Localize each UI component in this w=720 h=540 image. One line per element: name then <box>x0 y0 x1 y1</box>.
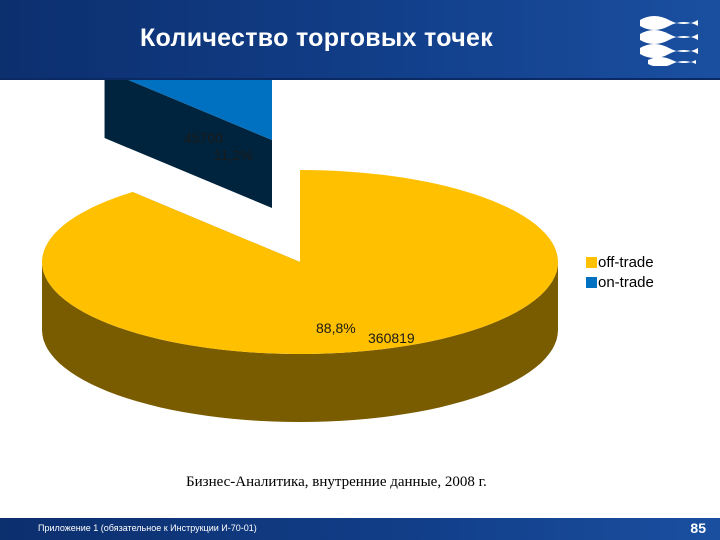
legend-swatch-off-trade <box>586 256 597 268</box>
legend-swatch-on-trade <box>586 276 597 288</box>
chart-legend: off-trade on-trade <box>586 252 654 292</box>
wave-logo-icon <box>640 16 698 66</box>
footer-note: Приложение 1 (обязательное к Инструкции … <box>38 523 257 533</box>
page-title: Количество торговых точек <box>140 24 494 52</box>
legend-item-off-trade: off-trade <box>586 252 654 272</box>
pie-slice-off-trade <box>42 170 558 354</box>
legend-label-off-trade: off-trade <box>598 253 654 271</box>
data-label-percent-off-trade: 88,8% <box>316 320 356 336</box>
legend-item-on-trade: on-trade <box>586 272 654 292</box>
footer-bar: Приложение 1 (обязательное к Инструкции … <box>0 518 720 540</box>
legend-label-on-trade: on-trade <box>598 273 654 291</box>
header-bar: Количество торговых точек <box>0 0 720 78</box>
data-label-value-on-trade: 45700 <box>184 130 223 146</box>
data-label-value-off-trade: 360819 <box>368 330 415 346</box>
pie-slice-side-off-trade <box>42 262 558 422</box>
pie-slice-on-trade <box>128 80 272 140</box>
page-number: 85 <box>690 520 706 536</box>
source-note: Бизнес-Аналитика, внутренние данные, 200… <box>186 474 487 490</box>
data-label-percent-on-trade: 11,2% <box>214 147 253 163</box>
pie-slice-wall-on-trade <box>104 80 272 208</box>
header-divider <box>0 78 720 80</box>
